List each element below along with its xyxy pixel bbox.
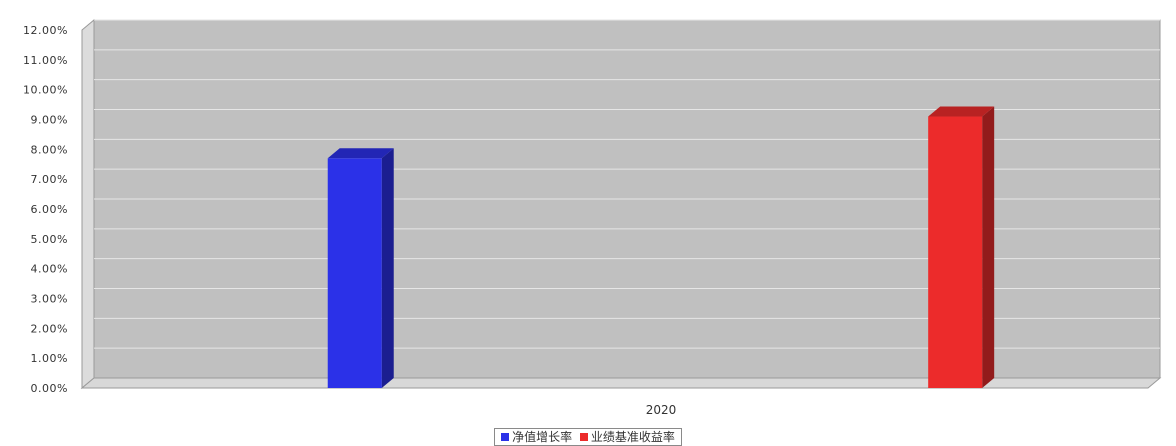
y-tick-label: 9.00% — [31, 114, 68, 127]
legend-label-series-1: 净值增长率 — [512, 430, 573, 444]
plot-background — [80, 18, 1162, 390]
y-tick-label: 6.00% — [31, 203, 68, 216]
legend-box: 净值增长率 业绩基准收益率 — [494, 428, 682, 446]
bar-top — [928, 106, 995, 117]
legend-label-series-2: 业绩基准收益率 — [590, 430, 675, 444]
y-axis-tick-labels: 0.00% 1.00% 2.00% 3.00% 4.00% 5.00% 6.00% 7.00%… — [23, 24, 68, 395]
y-tick-label: 8.00% — [31, 143, 68, 156]
x-axis-category-labels: 2020 — [646, 403, 677, 417]
y-tick-label: 11.00% — [23, 54, 68, 67]
bar-series-1 — [327, 148, 394, 388]
y-tick-label: 0.00% — [31, 382, 68, 395]
legend-swatch-series-2 — [579, 433, 588, 441]
bar-series-2 — [928, 106, 995, 389]
bar-side — [381, 148, 394, 388]
x-category-label: 2020 — [646, 403, 677, 417]
floor — [80, 377, 1162, 389]
y-tick-label: 3.00% — [31, 293, 68, 306]
legend: 净值增长率 业绩基准收益率 — [0, 428, 1176, 446]
legend-item-series-1: 净值增长率 — [501, 429, 572, 445]
legend-item-series-2: 业绩基准收益率 — [579, 429, 675, 445]
bar-side — [982, 106, 995, 389]
y-tick-label: 12.00% — [23, 24, 68, 37]
y-tick-label: 5.00% — [31, 233, 68, 246]
bar-front — [327, 158, 382, 388]
bars — [327, 106, 995, 389]
y-tick-label: 1.00% — [31, 352, 68, 365]
bar-top — [327, 148, 394, 159]
legend-swatch-series-1 — [501, 433, 510, 441]
y-tick-label: 4.00% — [31, 263, 68, 276]
bar-front — [928, 116, 983, 389]
y-tick-label: 10.00% — [23, 84, 68, 97]
left-wall — [81, 18, 95, 390]
y-tick-label: 2.00% — [31, 322, 68, 335]
y-tick-label: 7.00% — [31, 173, 68, 186]
